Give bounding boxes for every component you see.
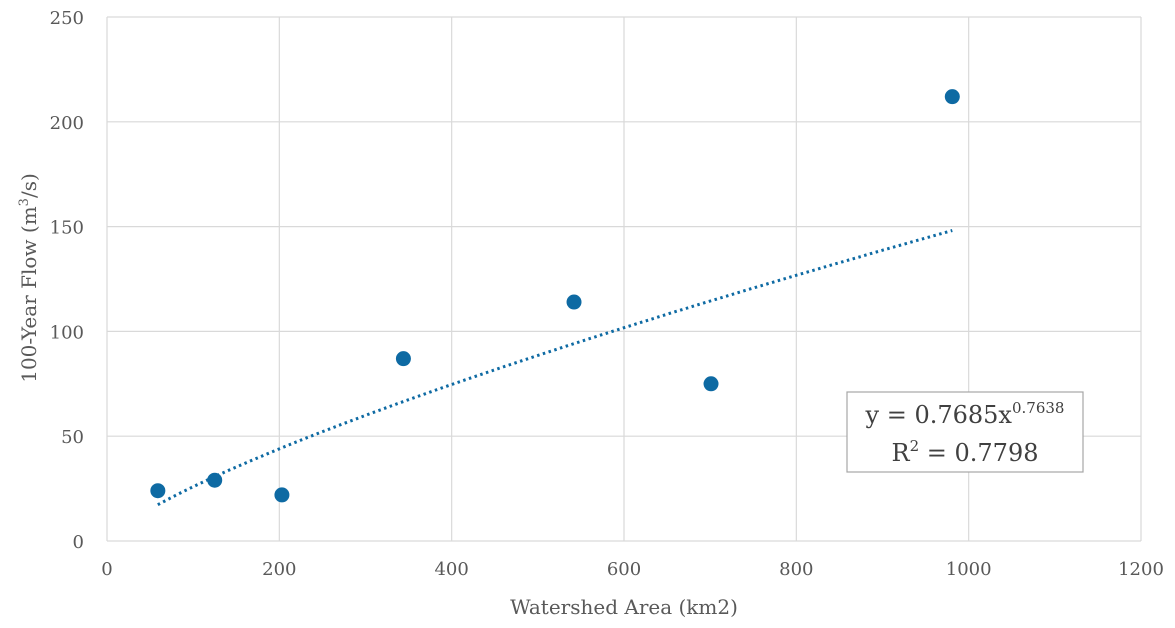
x-tick-label: 0 (101, 559, 112, 580)
data-point (395, 351, 411, 367)
trendline-equation-box: y = 0.7685x0.7638 R2 = 0.7798 (846, 391, 1084, 473)
y-tick-label: 0 (73, 532, 84, 553)
x-tick-label: 800 (779, 559, 813, 580)
y-tick-label: 50 (61, 427, 84, 448)
y-tick-label: 150 (50, 218, 84, 239)
x-tick-label: 200 (262, 559, 296, 580)
x-tick-label: 600 (607, 559, 641, 580)
y-tick-labels: 0 50 100 150 200 250 (50, 8, 84, 553)
data-point (703, 376, 719, 392)
data-points (150, 89, 960, 503)
y-tick-label: 250 (50, 8, 84, 29)
data-point (566, 294, 582, 310)
data-point (207, 472, 223, 488)
x-axis-title: Watershed Area (km2) (510, 595, 738, 619)
data-point (150, 483, 166, 499)
data-point (944, 89, 960, 105)
x-tick-label: 1200 (1118, 559, 1164, 580)
y-tick-label: 100 (50, 322, 84, 343)
x-tick-label: 400 (434, 559, 468, 580)
gridlines (106, 16, 1142, 542)
power-trendline (157, 229, 953, 507)
r-squared-value: R2 = 0.7798 (892, 437, 1039, 467)
x-tick-labels: 0 200 400 600 800 1000 1200 (101, 559, 1164, 580)
x-tick-label: 1000 (946, 559, 992, 580)
data-point (274, 487, 290, 503)
y-tick-label: 200 (50, 113, 84, 134)
y-axis-title: 100-Year Flow (m3/s) (17, 173, 41, 383)
trendline-equation: y = 0.7685x0.7638 (865, 399, 1065, 429)
